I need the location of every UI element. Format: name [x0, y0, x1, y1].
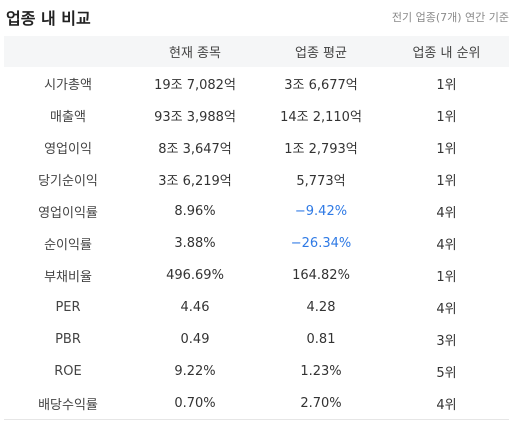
metric-label: 부채비율	[44, 269, 92, 285]
column-header-metric	[4, 36, 132, 67]
current-value: 9.22%	[174, 363, 216, 379]
rank-value: 1위	[436, 77, 457, 93]
average-value: 1.23%	[300, 363, 342, 379]
table-row: 영업이익 8조 3,647억 1조 2,793억 1위	[4, 131, 509, 163]
rank-value: 4위	[436, 205, 457, 221]
table-row: PER 4.46 4.28 4위	[4, 291, 509, 323]
industry-comparison-table: 현재 종목 업종 평균 업종 내 순위 시가총액 19조 7,082억 3조 6…	[4, 36, 509, 420]
rank-value: 1위	[436, 269, 457, 285]
rank-value: 3위	[436, 333, 457, 349]
metric-label: 영업이익률	[38, 205, 98, 221]
table-row: 영업이익률 8.96% −9.42% 4위	[4, 195, 509, 227]
average-value: 5,773억	[296, 173, 346, 189]
table-row: 순이익률 3.88% −26.34% 4위	[4, 227, 509, 259]
average-value: 0.81	[306, 331, 336, 347]
rank-value: 5위	[436, 365, 457, 381]
average-value: 164.82%	[292, 267, 350, 283]
average-value: 14조 2,110억	[280, 109, 362, 125]
metric-label: PBR	[55, 331, 81, 347]
table-row: 시가총액 19조 7,082억 3조 6,677억 1위	[4, 67, 509, 99]
column-header-rank: 업종 내 순위	[384, 36, 509, 67]
metric-label: 당기순이익	[38, 173, 98, 189]
table-row: PBR 0.49 0.81 3위	[4, 323, 509, 355]
table-row: 당기순이익 3조 6,219억 5,773억 1위	[4, 163, 509, 195]
section-header: 업종 내 비교 전기 업종(7개) 연간 기준	[0, 0, 513, 36]
rank-value: 4위	[436, 237, 457, 253]
metric-label: 시가총액	[44, 77, 92, 93]
table-row: ROE 9.22% 1.23% 5위	[4, 355, 509, 387]
rank-value: 1위	[436, 173, 457, 189]
metric-label: 매출액	[50, 109, 86, 125]
current-value: 8.96%	[174, 203, 216, 219]
table-row: 부채비율 496.69% 164.82% 1위	[4, 259, 509, 291]
rank-value: 1위	[436, 109, 457, 125]
table-row: 배당수익률 0.70% 2.70% 4위	[4, 387, 509, 420]
current-value: 93조 3,988억	[154, 109, 236, 125]
column-header-current: 현재 종목	[132, 36, 258, 67]
average-value: 2.70%	[258, 387, 384, 420]
metric-label: 배당수익률	[4, 387, 132, 420]
current-value: 496.69%	[166, 267, 224, 283]
rank-value: 4위	[384, 387, 509, 420]
average-value: 1조 2,793억	[284, 141, 358, 157]
metric-label: ROE	[54, 363, 82, 379]
current-value: 3조 6,219억	[158, 173, 232, 189]
average-value-negative: −26.34%	[290, 235, 352, 251]
average-value: 3조 6,677억	[284, 77, 358, 93]
table-row: 매출액 93조 3,988억 14조 2,110억 1위	[4, 99, 509, 131]
current-value: 19조 7,082억	[154, 77, 236, 93]
rank-value: 4위	[436, 301, 457, 317]
current-value: 4.46	[180, 299, 210, 315]
current-value: 0.70%	[132, 387, 258, 420]
average-value: 4.28	[306, 299, 336, 315]
table-header-row: 현재 종목 업종 평균 업종 내 순위	[4, 36, 509, 67]
rank-value: 1위	[436, 141, 457, 157]
current-value: 8조 3,647억	[158, 141, 232, 157]
average-value-negative: −9.42%	[294, 203, 348, 219]
section-title: 업종 내 비교	[6, 9, 91, 28]
metric-label: 영업이익	[44, 141, 92, 157]
current-value: 0.49	[180, 331, 210, 347]
column-header-average: 업종 평균	[258, 36, 384, 67]
metric-label: 순이익률	[44, 237, 92, 253]
basis-note: 전기 업종(7개) 연간 기준	[391, 11, 509, 24]
metric-label: PER	[55, 299, 81, 315]
current-value: 3.88%	[174, 235, 216, 251]
